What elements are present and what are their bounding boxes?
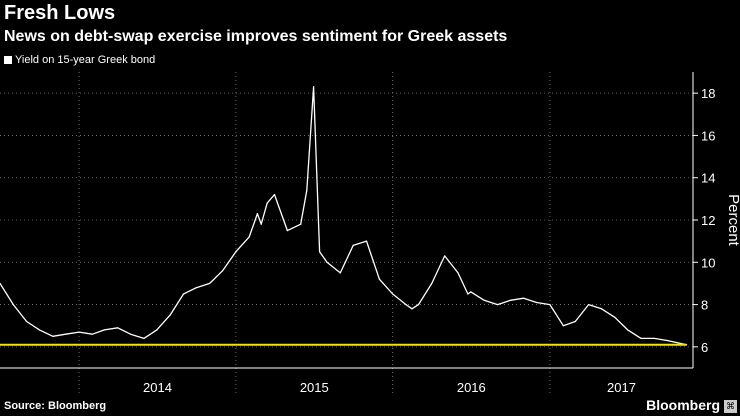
data-point <box>549 303 551 306</box>
data-point <box>627 329 629 331</box>
source-note: Source: Bloomberg <box>4 400 107 412</box>
data-point <box>235 251 237 253</box>
data-point <box>273 194 276 196</box>
y-axis-label: Percent <box>725 194 740 247</box>
y-tick-label: 6 <box>701 340 708 355</box>
data-point <box>78 331 80 333</box>
x-tick-label: 2015 <box>300 380 329 395</box>
data-point <box>457 272 459 274</box>
data-point <box>496 303 499 306</box>
data-point <box>509 299 512 301</box>
data-point <box>417 303 420 306</box>
legend-swatch <box>4 56 12 64</box>
data-point <box>182 293 185 295</box>
data-point <box>65 333 67 335</box>
data-point <box>470 291 472 293</box>
data-point <box>306 189 308 191</box>
data-point <box>0 282 1 285</box>
data-point <box>431 282 433 285</box>
data-point <box>411 308 413 310</box>
data-point <box>130 333 132 335</box>
data-point <box>666 339 668 342</box>
data-point <box>209 282 211 285</box>
data-point <box>52 335 54 337</box>
data-point <box>326 261 328 263</box>
data-point <box>339 272 341 274</box>
data-point <box>378 278 380 280</box>
y-tick-label: 10 <box>701 255 715 270</box>
data-point <box>254 219 256 221</box>
data-point <box>286 229 289 232</box>
x-tick-label: 2017 <box>607 380 636 395</box>
data-point <box>169 314 171 316</box>
data-point <box>319 251 321 253</box>
data-point <box>587 303 590 306</box>
chart-subtitle: News on debt-swap exercise improves sent… <box>4 28 508 45</box>
data-point <box>91 333 93 335</box>
data-point <box>300 223 302 225</box>
data-point <box>117 327 119 329</box>
data-point <box>26 320 28 323</box>
y-tick-label: 16 <box>701 128 715 143</box>
data-point <box>256 213 258 215</box>
data-point <box>365 240 368 242</box>
y-tick-label: 12 <box>701 213 715 228</box>
brand-logo: Bloomberg <box>646 397 720 413</box>
data-point <box>143 337 145 339</box>
y-tick-label: 14 <box>701 171 715 186</box>
data-point <box>156 329 158 331</box>
series-line <box>0 86 687 346</box>
data-point <box>483 299 485 301</box>
data-point <box>614 316 616 318</box>
data-point <box>221 270 224 272</box>
data-point <box>653 337 655 339</box>
data-point <box>103 329 106 331</box>
legend-label: Yield on 15-year Greek bond <box>15 54 156 66</box>
data-point <box>12 303 14 306</box>
data-point <box>392 293 394 295</box>
data-point <box>38 329 41 331</box>
data-point <box>574 320 576 323</box>
y-tick-label: 18 <box>701 86 715 101</box>
data-point <box>248 236 250 238</box>
brand-icon: ⌘ <box>724 400 737 413</box>
data-point <box>467 293 469 295</box>
data-point <box>266 202 268 204</box>
data-point <box>523 297 525 299</box>
chart-title: Fresh Lows <box>4 2 116 24</box>
x-tick-label: 2014 <box>143 380 172 395</box>
data-point <box>195 287 197 289</box>
data-point <box>313 86 315 88</box>
data-point <box>260 223 262 225</box>
data-point <box>405 303 407 306</box>
x-tick-label: 2016 <box>457 380 486 395</box>
data-point <box>640 337 642 339</box>
data-point <box>600 308 603 310</box>
data-point <box>536 301 538 304</box>
data-point <box>562 325 564 327</box>
data-point <box>444 255 446 257</box>
data-point <box>352 244 354 246</box>
y-tick-label: 8 <box>701 298 708 313</box>
legend: Yield on 15-year Greek bond <box>4 54 155 66</box>
